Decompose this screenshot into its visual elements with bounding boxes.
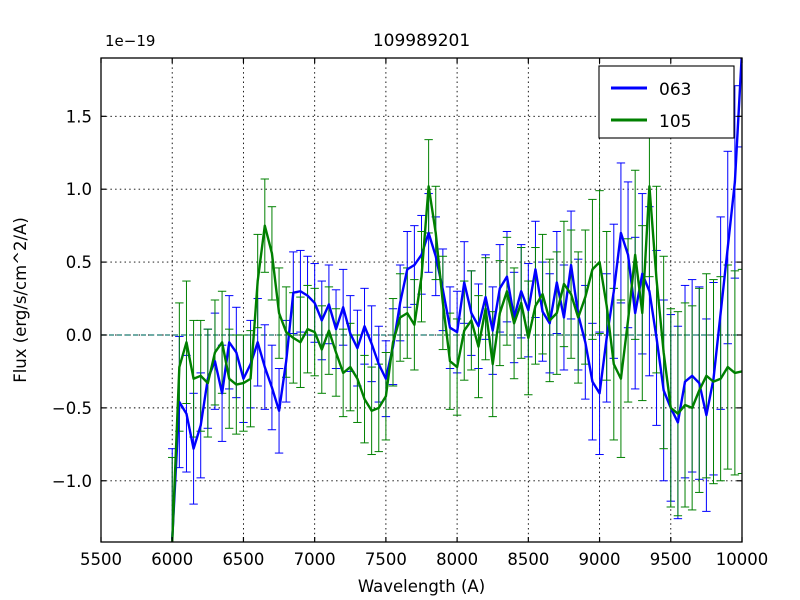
x-tick-label: 7000 bbox=[294, 550, 336, 569]
y-tick-label: −1.0 bbox=[52, 472, 92, 491]
clipped-data bbox=[168, 58, 742, 542]
x-tick-label: 6000 bbox=[151, 550, 193, 569]
y-tick-label: 0.5 bbox=[66, 253, 92, 272]
x-tick-label: 9000 bbox=[579, 550, 621, 569]
x-tick-label: 7500 bbox=[365, 550, 407, 569]
x-tick-label: 9500 bbox=[650, 550, 692, 569]
data-layer bbox=[168, 58, 742, 542]
y-tick-label: 1.0 bbox=[66, 180, 92, 199]
x-axis-title: Wavelength (A) bbox=[358, 577, 485, 596]
label-layer: 109989201 1e−19 Wavelength (A) Flux (erg/s/… bbox=[11, 31, 485, 596]
x-tick-label: 8500 bbox=[507, 550, 549, 569]
x-tick-label: 5500 bbox=[80, 550, 122, 569]
x-tick-label: 8000 bbox=[436, 550, 478, 569]
legend-label-063[interactable]: 063 bbox=[659, 80, 691, 100]
y-tick-label: 1.5 bbox=[66, 107, 92, 126]
axes-frame bbox=[100, 57, 743, 543]
legend-label-105[interactable]: 105 bbox=[659, 112, 691, 132]
y-tick-label: −0.5 bbox=[52, 399, 92, 418]
page-title: 109989201 bbox=[373, 31, 470, 51]
legend-layer[interactable]: 063 105 bbox=[598, 65, 735, 139]
x-tick-label: 6500 bbox=[222, 550, 264, 569]
x-tick-label: 10000 bbox=[716, 550, 769, 569]
y-axis-title: Flux (erg/s/cm^2/A) bbox=[11, 217, 30, 383]
y-tick-label: 0.0 bbox=[66, 326, 92, 345]
axis-layer: 5500 6000 6500 7000 7500 8000 8500 9000 9500 1000… bbox=[52, 57, 769, 569]
grid-layer bbox=[101, 58, 742, 542]
legend-box[interactable] bbox=[598, 65, 735, 139]
series-line-105 bbox=[171, 185, 742, 542]
series-line-063 bbox=[171, 58, 742, 541]
y-axis-offset-label: 1e−19 bbox=[105, 32, 155, 50]
